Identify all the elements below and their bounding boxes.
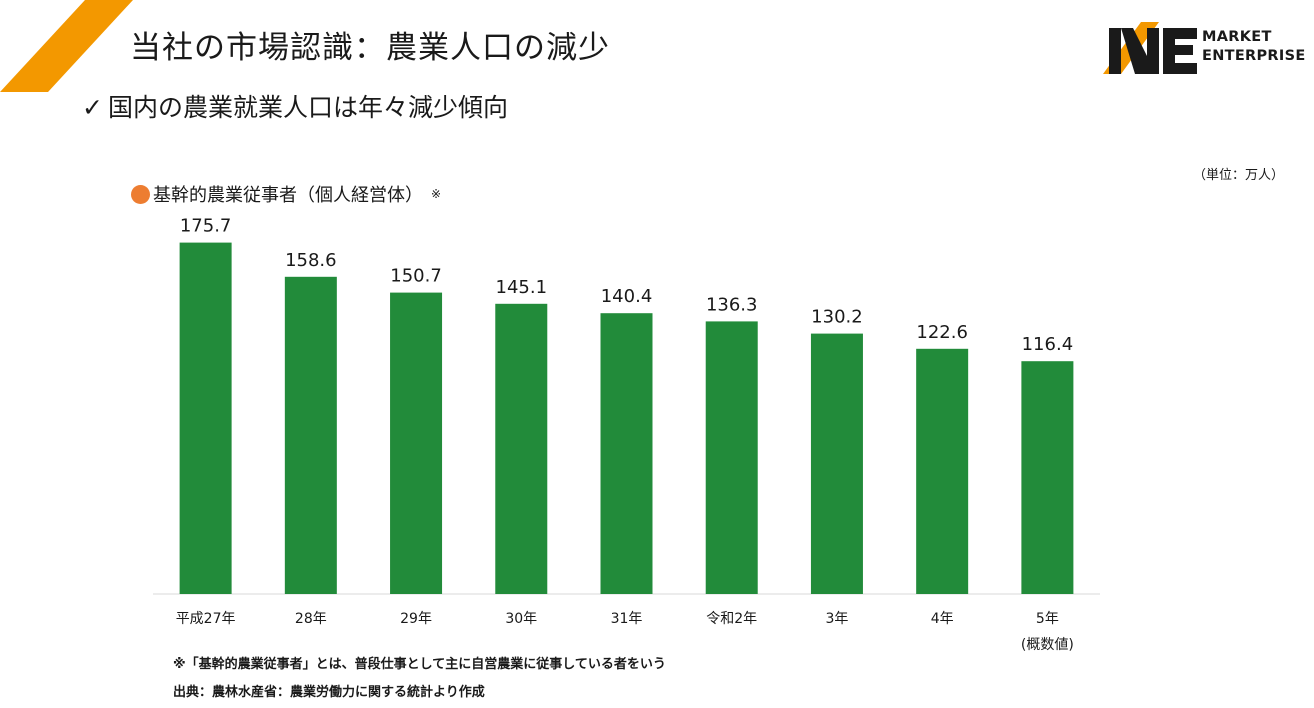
x-tick-label-5: 令和2年 [706,611,757,627]
company-logo [1103,22,1197,74]
x-tick-label-3: 30年 [505,611,537,627]
bar-6 [810,333,863,594]
bar-1 [284,276,337,594]
logo-wordmark: MARKET ENTERPRISE [1202,28,1306,66]
x-tick-label-2: 29年 [400,611,432,627]
data-label-1: 158.6 [285,250,337,271]
data-label-4: 140.4 [601,286,653,307]
x-tick-label-1: 28年 [295,611,327,627]
check-icon: ✓ [82,93,103,122]
logo-line-enterprise: ENTERPRISE [1202,48,1306,64]
data-label-3: 145.1 [496,277,548,298]
legend-marker-icon [131,184,150,204]
logo-mark [1109,28,1197,74]
series-note-mark: ※ [431,187,442,201]
data-label-6: 130.2 [811,307,863,328]
series-legend: 基幹的農業従事者（個人経営体） ※ [131,181,441,207]
bar-2 [390,292,443,594]
x-tick-label-4: 31年 [611,611,643,627]
footnote-definition: ※「基幹的農業従事者」とは、普段仕事として主に自営農業に従事している者をいう [173,657,666,672]
bar-4 [600,313,653,594]
bar-8 [1021,361,1074,594]
x-tick-label-6: 3年 [825,611,848,627]
subtitle: ✓ 国内の農業就業人口は年々減少傾向 [82,88,508,124]
data-label-7: 122.6 [916,322,968,343]
x-tick-sublabel-8: (概数値) [1021,637,1074,653]
x-tick-label-0: 平成27年 [176,611,236,627]
data-label-2: 150.7 [390,266,442,287]
data-label-0: 175.7 [180,216,232,237]
corner-accent-stripe [0,0,133,92]
data-label-5: 136.3 [706,294,758,315]
data-label-8: 116.4 [1022,334,1074,355]
bar-7 [916,348,969,594]
series-name: 基幹的農業従事者（個人経営体） [153,185,423,206]
bar-5 [705,321,758,594]
unit-label: （単位：万人） [1192,168,1284,183]
footnote-source: 出典：農林水産省：農業労働力に関する統計より作成 [173,685,485,700]
page-title: 当社の市場認識：農業人口の減少 [130,30,610,66]
x-tick-label-7: 4年 [931,611,954,627]
x-tick-label-8: 5年 [1036,611,1059,627]
logo-line-market: MARKET [1202,29,1272,45]
bar-0 [179,242,232,594]
bar-3 [495,303,548,594]
subtitle-text: 国内の農業就業人口は年々減少傾向 [108,93,509,122]
